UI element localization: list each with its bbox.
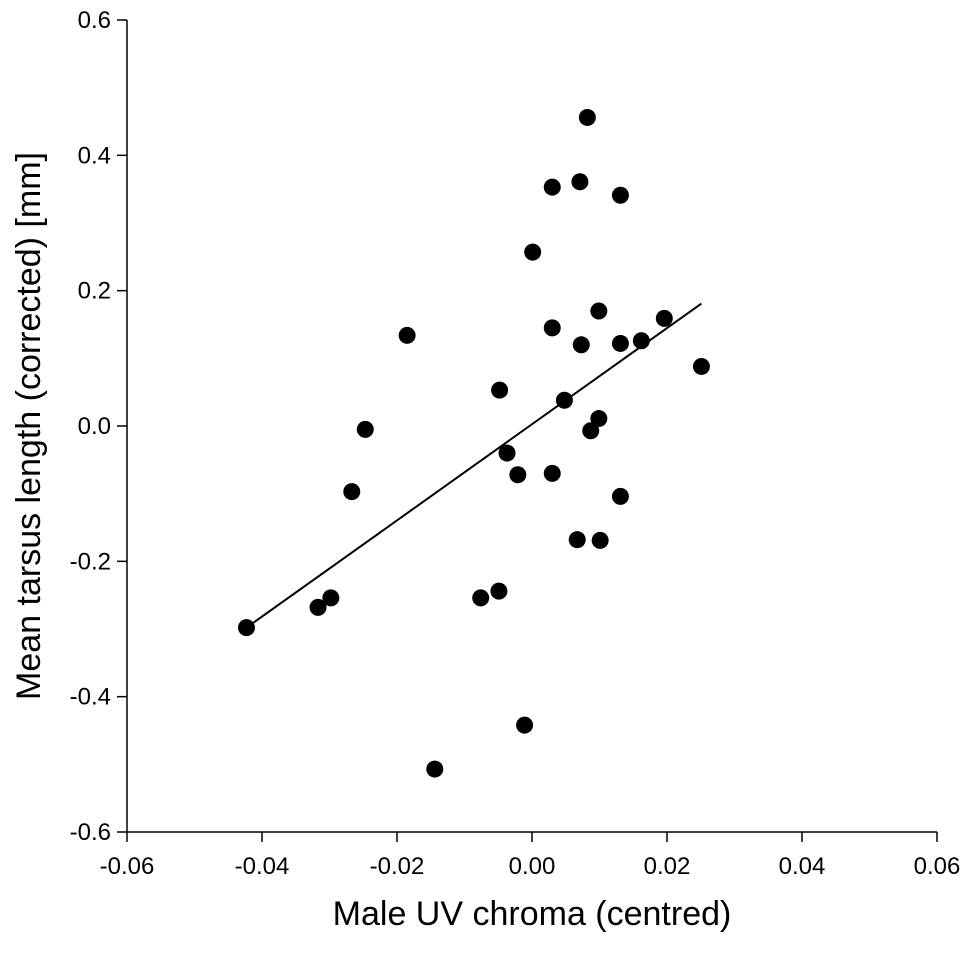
data-point [568,531,586,549]
y-tick-label: -0.6 [70,819,111,846]
y-tick-label: -0.2 [70,548,111,575]
x-tick-label: 0.02 [644,853,691,880]
x-axis-title: Male UV chroma (centred) [333,895,732,933]
y-tick-label: -0.4 [70,684,111,711]
data-point [426,760,444,778]
data-point [543,464,561,482]
x-axis: -0.06 -0.04 -0.02 0.00 0.02 0.04 0.06 [100,832,961,880]
data-point [398,326,416,344]
y-tick-label: 0.0 [78,413,111,440]
x-tick-label: -0.02 [370,853,425,880]
data-point [516,716,534,734]
data-point [611,334,629,352]
y-tick-label: 0.2 [78,278,111,305]
data-point [578,108,596,126]
data-point [590,410,608,428]
data-point [322,589,340,607]
data-point [543,319,561,337]
data-point [582,422,600,440]
data-point [356,420,374,438]
data-point [655,309,673,327]
plot-frame [126,20,937,833]
data-point [692,357,710,375]
data-point [611,186,629,204]
y-axis: -0.6 -0.4 -0.2 0.0 0.2 0.4 0.6 [70,7,127,846]
y-tick-label: 0.4 [78,142,111,169]
data-point [309,598,327,616]
data-point [498,444,516,462]
data-point [572,336,590,354]
regression-line-group [245,302,703,629]
x-tick-label: -0.06 [100,853,155,880]
data-point [591,531,609,549]
data-point [590,302,608,320]
y-tick-label: 0.6 [78,7,111,34]
data-point [472,589,490,607]
data-point [543,178,561,196]
data-points [237,108,710,778]
data-point [632,332,650,350]
data-point [491,381,509,399]
data-point [343,483,361,501]
data-point [611,487,629,505]
x-tick-label: 0.00 [509,853,556,880]
data-point [524,243,542,261]
data-point [490,582,508,600]
data-point [237,619,255,637]
data-point [571,173,589,191]
x-tick-label: 0.04 [779,853,826,880]
data-point [509,466,527,484]
regression-line [245,302,703,629]
x-tick-label: 0.06 [914,853,961,880]
y-axis-title: Mean tarsus length (corrected) [mm] [10,152,48,700]
data-point [555,391,573,409]
x-tick-label: -0.04 [235,853,290,880]
